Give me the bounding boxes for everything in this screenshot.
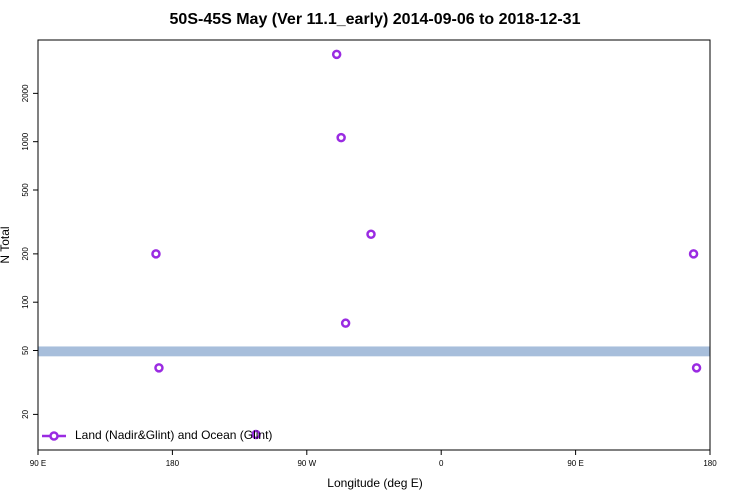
- y-tick-label: 200: [21, 247, 30, 261]
- legend-marker: [49, 431, 59, 441]
- legend-label: Land (Nadir&Glint) and Ocean (Glint): [75, 428, 272, 442]
- x-tick-label: 90 W: [297, 459, 316, 468]
- point: [691, 363, 702, 373]
- point: [331, 49, 342, 60]
- point: [151, 249, 161, 259]
- x-axis-label: Longitude (deg E): [327, 476, 422, 490]
- x-tick-label: 90 E: [30, 459, 46, 468]
- x-tick-label: 0: [439, 459, 444, 468]
- plot-frame: [37, 39, 711, 451]
- y-tick-label: 20: [21, 409, 30, 418]
- x-tick-label: 180: [703, 459, 717, 468]
- point: [688, 249, 699, 259]
- y-tick-label: 500: [21, 183, 30, 197]
- x-tick-label: 180: [166, 459, 180, 468]
- y-axis-label: N Total: [0, 226, 12, 263]
- point: [154, 363, 164, 373]
- point: [340, 318, 351, 328]
- point: [366, 229, 376, 240]
- y-tick-label: 100: [21, 295, 30, 309]
- band: [38, 346, 710, 357]
- x-tick-label: 90 E: [567, 459, 583, 468]
- y-tick-label: 2000: [21, 84, 30, 102]
- y-tick-label: 1000: [21, 132, 30, 150]
- y-tick-label: 50: [21, 346, 30, 355]
- point: [336, 132, 346, 143]
- point: [251, 429, 261, 440]
- chart-title: 50S-45S May (Ver 11.1_early) 2014-09-06 …: [170, 11, 581, 28]
